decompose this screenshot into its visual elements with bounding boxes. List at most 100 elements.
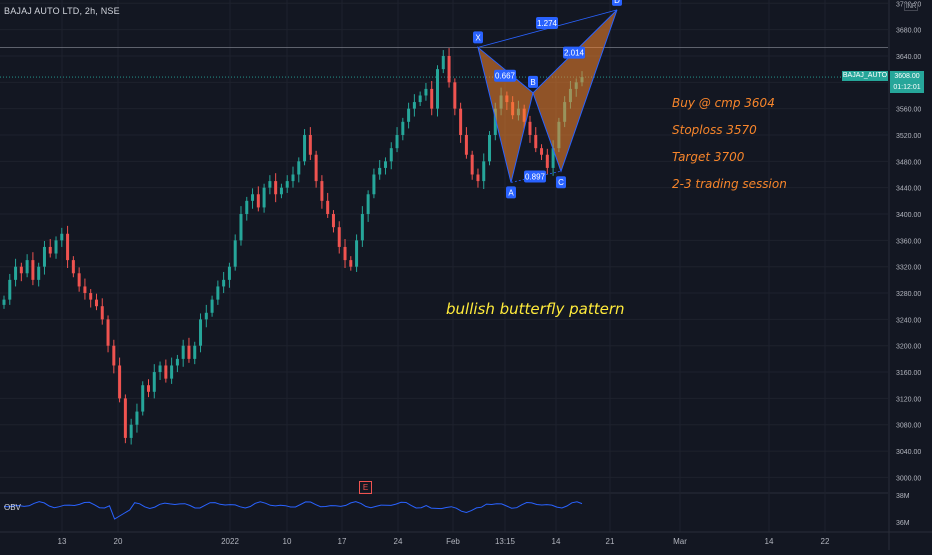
candle-body <box>54 240 58 254</box>
candle-body <box>251 194 255 201</box>
note-buy: Buy @ cmp 3604 <box>672 96 775 110</box>
candle-body <box>418 95 422 103</box>
y-tick-label: 3280.00 <box>896 291 921 298</box>
candle-body <box>227 266 231 280</box>
candle-body <box>152 372 156 392</box>
candle-body <box>464 134 468 155</box>
y-tick-label: 3480.00 <box>896 159 921 166</box>
point-label-d-bg <box>612 0 622 6</box>
point-label-b-bg <box>528 75 538 88</box>
x-tick-label: 22 <box>821 537 830 546</box>
point-label-a: A <box>508 188 514 197</box>
ratio-xd-bg <box>536 17 558 30</box>
butterfly-pattern[interactable]: X A B C D 0.667 0.897 1.274 2.014 <box>473 0 622 199</box>
y-tick-label: 3160.00 <box>896 370 921 377</box>
symbol-price-tag: BAJAJ_AUTO <box>842 71 888 81</box>
candle-body <box>378 167 382 175</box>
candle-body <box>14 266 18 280</box>
earnings-event-icon[interactable]: E <box>359 481 372 494</box>
candle-body <box>534 134 538 149</box>
ratio-ac: 0.897 <box>525 172 546 181</box>
point-label-d: D <box>614 0 620 5</box>
candle-body <box>389 148 393 162</box>
currency-badge[interactable]: INR <box>904 3 919 11</box>
candle-body <box>48 246 52 254</box>
bcd-triangle <box>532 9 618 173</box>
y-tick-label: 3560.00 <box>896 107 921 114</box>
candle-body <box>372 174 376 195</box>
candle-body <box>441 55 445 70</box>
point-label-x-bg <box>473 31 483 44</box>
obv-label[interactable]: OBV <box>4 503 21 512</box>
x-tick-label: Mar <box>673 537 687 546</box>
price-axis[interactable]: 3000.00 3040.00 3080.00 3120.00 3160.00 3200.… <box>888 0 921 550</box>
candle-body <box>42 246 46 267</box>
candle-body <box>545 154 549 168</box>
point-label-x: X <box>475 33 481 42</box>
level-lines <box>0 47 888 78</box>
candle-body <box>279 187 283 195</box>
y-tick-label: 3080.00 <box>896 423 921 430</box>
y-tick-label: 3240.00 <box>896 317 921 324</box>
candle-body <box>303 134 307 162</box>
candle-body <box>331 214 335 228</box>
x-tick-label: 21 <box>606 537 615 546</box>
candle-body <box>314 154 318 182</box>
candle-body <box>308 134 312 155</box>
candle-body <box>175 358 179 366</box>
y-tick-label: 3320.00 <box>896 265 921 272</box>
candle-body <box>89 293 93 300</box>
candle-body <box>540 148 544 155</box>
x-tick-label: 10 <box>283 537 292 546</box>
y-tick-label: 3200.00 <box>896 344 921 351</box>
candle-body <box>337 227 341 247</box>
x-tick-label: 13 <box>58 537 67 546</box>
candle-body <box>320 181 324 201</box>
candle-body <box>222 279 226 287</box>
candle-body <box>83 286 87 294</box>
candle-body <box>77 273 81 287</box>
candle-body <box>216 286 220 300</box>
y-tick-label: 3520.00 <box>896 133 921 140</box>
candle-body <box>470 154 474 175</box>
candle-body <box>459 108 463 135</box>
candle-body <box>239 214 243 241</box>
x-tick-label: Feb <box>446 537 460 546</box>
candle-body <box>164 365 168 379</box>
candle-body <box>2 299 6 305</box>
ratio-ac-bg <box>524 170 546 183</box>
candle-body <box>100 306 104 320</box>
candle-body <box>60 233 64 241</box>
candle-body <box>430 88 434 109</box>
time-axis[interactable]: 13 20 2022 10 17 24 Feb 13:15 14 21 Mar 14 22 <box>0 531 932 546</box>
candle-body <box>551 148 555 168</box>
y-tick-label: 3040.00 <box>896 449 921 456</box>
candle-body <box>407 108 411 122</box>
y-tick-label: 3000.00 <box>896 475 921 482</box>
note-session: 2-3 trading session <box>672 177 787 191</box>
x-tick-label: 13:15 <box>495 537 516 546</box>
candle-body <box>412 102 416 109</box>
candle-body <box>158 365 162 373</box>
candle-body <box>268 181 272 188</box>
pattern-title: bullish butterfly pattern <box>446 300 625 318</box>
point-label-b: B <box>530 78 535 87</box>
y-tick-label: 3680.00 <box>896 28 921 35</box>
obv-pane <box>3 501 583 520</box>
candle-body <box>210 299 214 313</box>
ratio-xb-bg <box>494 69 516 82</box>
candle-body <box>360 214 364 241</box>
symbol-header[interactable]: BAJAJ AUTO LTD, 2h, NSE <box>4 6 120 16</box>
obv-tick-label: 38M <box>896 493 910 500</box>
candle-body <box>147 385 150 392</box>
candle-body <box>106 319 110 346</box>
candle-body <box>19 266 23 274</box>
obv-line <box>3 501 583 520</box>
point-label-c: C <box>558 178 564 187</box>
candle-body <box>285 181 289 188</box>
x-tick-label: 14 <box>552 537 561 546</box>
candle-body <box>493 108 497 135</box>
candle-body <box>245 200 249 215</box>
